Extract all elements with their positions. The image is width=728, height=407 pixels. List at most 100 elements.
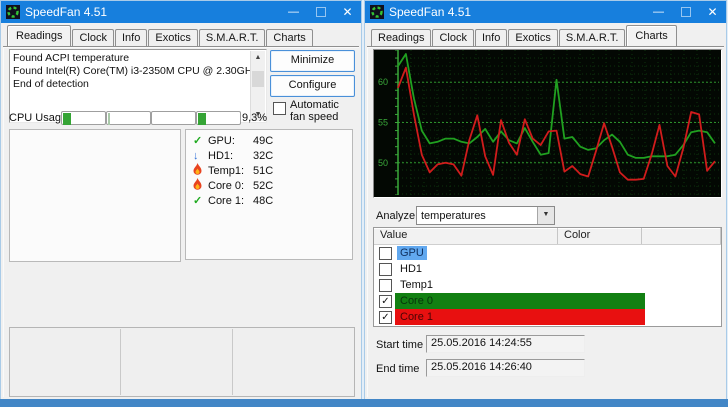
sensor-value: 32C xyxy=(253,149,274,162)
log-line: End of detection xyxy=(13,78,89,90)
minimize-button[interactable]: Minimize xyxy=(270,50,355,72)
sensor-value: 49C xyxy=(253,134,274,147)
table-header: Value Color xyxy=(374,228,721,245)
chevron-down-icon[interactable]: ▼ xyxy=(537,207,554,224)
minimize-window-icon[interactable]: — xyxy=(288,6,299,18)
close-window-icon[interactable]: ✕ xyxy=(707,5,718,19)
end-time-label: End time xyxy=(376,363,420,375)
titlebar[interactable]: SpeedFan 4.51 — ✕ xyxy=(365,1,726,23)
sensor-value: 48C xyxy=(253,194,274,207)
row-label[interactable]: Temp1 xyxy=(400,279,434,291)
sensor-name: GPU: xyxy=(208,134,235,147)
cpu-usage-value: 9,3% xyxy=(242,112,268,124)
row-label[interactable]: Core 0 xyxy=(400,295,434,307)
cpu-usage-fill xyxy=(108,113,110,125)
column-header-blank xyxy=(642,228,721,244)
temperature-row[interactable]: ↓ HD1: 32C xyxy=(186,148,352,163)
bottom-taskbar-strip xyxy=(0,399,728,407)
fan-control-box xyxy=(9,327,355,397)
svg-text:60: 60 xyxy=(378,77,388,87)
tab-smart[interactable]: S.M.A.R.T. xyxy=(558,29,626,46)
row-checkbox[interactable] xyxy=(379,262,392,276)
tab-strip: Readings Clock Info Exotics S.M.A.R.T. C… xyxy=(3,25,359,46)
log-line: Found ACPI temperature xyxy=(13,52,130,64)
cpu-usage-bar-1 xyxy=(61,111,106,125)
series-color-bar xyxy=(395,293,645,309)
speedfan-app-icon xyxy=(6,5,20,19)
speedfan-window-charts: SpeedFan 4.51 — ✕ Readings Clock Info Ex… xyxy=(365,1,726,399)
cpu-usage-bar-3 xyxy=(151,111,196,125)
table-row[interactable]: ✓ Core 1 xyxy=(374,309,721,325)
minimize-window-icon[interactable]: — xyxy=(653,6,664,18)
configure-button[interactable]: Configure xyxy=(270,75,355,97)
analyze-dropdown[interactable]: temperatures ▼ xyxy=(416,206,555,225)
cpu-usage-fill xyxy=(63,113,71,125)
table-row[interactable]: ✓ Core 0 xyxy=(374,293,721,309)
check-icon: ✓ xyxy=(193,135,203,147)
log-scrollbar[interactable]: ▲ ▼ xyxy=(250,51,265,121)
row-checkbox[interactable] xyxy=(379,278,392,292)
tab-readings[interactable]: Readings xyxy=(371,29,432,46)
row-label[interactable]: GPU xyxy=(397,246,427,260)
down-arrow-icon: ↓ xyxy=(193,149,199,162)
end-time-field[interactable]: 25.05.2016 14:26:40 xyxy=(426,359,585,377)
divider xyxy=(232,329,233,395)
sensor-value: 51C xyxy=(253,164,274,177)
sensor-name: HD1: xyxy=(208,149,234,162)
maximize-window-icon[interactable] xyxy=(307,1,334,23)
automatic-fan-speed-label: Automatic fan speed xyxy=(290,99,339,123)
fan-speeds-panel xyxy=(9,129,181,262)
column-header-color[interactable]: Color xyxy=(558,228,642,244)
flame-icon xyxy=(193,163,208,178)
scroll-down-icon[interactable]: ▼ xyxy=(254,111,262,118)
titlebar[interactable]: SpeedFan 4.51 — ✕ xyxy=(1,1,361,23)
scrollbar-thumb[interactable] xyxy=(252,71,264,87)
speedfan-window-readings: SpeedFan 4.51 — ✕ Readings Clock Info Ex… xyxy=(1,1,361,399)
row-checkbox[interactable] xyxy=(379,246,392,260)
charts-tab-content: 50 55 60 Analyze temperatures ▼ Value Colo… xyxy=(367,46,724,397)
detection-log-box[interactable]: Found ACPI temperature Found Intel(R) Co… xyxy=(9,49,267,123)
flame-icon xyxy=(193,178,208,193)
sensor-table: Value Color GPU HD1 Temp1 ✓ Core 0 xyxy=(373,227,722,327)
table-row[interactable]: Temp1 xyxy=(374,277,721,293)
tab-strip: Readings Clock Info Exotics S.M.A.R.T. C… xyxy=(367,25,724,46)
automatic-fan-speed-checkbox[interactable] xyxy=(273,102,286,115)
svg-text:50: 50 xyxy=(378,158,388,168)
readings-tab-content: Found ACPI temperature Found Intel(R) Co… xyxy=(3,46,359,397)
table-row[interactable]: HD1 xyxy=(374,261,721,277)
close-window-icon[interactable]: ✕ xyxy=(342,5,353,19)
tab-info[interactable]: Info xyxy=(475,29,508,46)
column-header-value[interactable]: Value xyxy=(374,228,558,244)
tab-clock[interactable]: Clock xyxy=(72,29,114,46)
row-checkbox[interactable]: ✓ xyxy=(379,310,392,324)
tab-clock[interactable]: Clock xyxy=(432,29,474,46)
start-time-field[interactable]: 25.05.2016 14:24:55 xyxy=(426,335,585,353)
analyze-selected-value: temperatures xyxy=(421,209,486,222)
log-line: Found Intel(R) Core(TM) i3-2350M CPU @ 2… xyxy=(13,65,250,77)
scroll-up-icon[interactable]: ▲ xyxy=(254,54,262,61)
start-time-label: Start time xyxy=(376,339,424,351)
temperature-row[interactable]: Temp1: 51C xyxy=(186,163,352,178)
tab-exotics[interactable]: Exotics xyxy=(508,29,558,46)
row-checkbox[interactable]: ✓ xyxy=(379,294,392,308)
series-color-bar xyxy=(395,309,645,325)
temperature-chart: 50 55 60 xyxy=(373,49,722,198)
tab-charts[interactable]: Charts xyxy=(626,25,677,46)
temperature-row[interactable]: ✓ GPU: 49C xyxy=(186,133,352,148)
tab-readings[interactable]: Readings xyxy=(7,25,72,46)
check-icon: ✓ xyxy=(193,195,203,207)
row-label[interactable]: Core 1 xyxy=(400,311,434,323)
temperature-row[interactable]: ✓ Core 1: 48C xyxy=(186,193,352,208)
maximize-window-icon[interactable] xyxy=(672,1,699,23)
tab-smart[interactable]: S.M.A.R.T. xyxy=(198,29,266,46)
temperature-row[interactable]: Core 0: 52C xyxy=(186,178,352,193)
cpu-usage-label: CPU Usage xyxy=(9,112,68,124)
table-row[interactable]: GPU xyxy=(374,245,721,261)
svg-text:55: 55 xyxy=(378,118,388,128)
tab-charts[interactable]: Charts xyxy=(266,29,313,46)
window-title: SpeedFan 4.51 xyxy=(389,5,472,19)
tab-exotics[interactable]: Exotics xyxy=(148,29,198,46)
tab-info[interactable]: Info xyxy=(115,29,148,46)
row-label[interactable]: HD1 xyxy=(400,263,423,275)
window-title: SpeedFan 4.51 xyxy=(25,5,108,19)
